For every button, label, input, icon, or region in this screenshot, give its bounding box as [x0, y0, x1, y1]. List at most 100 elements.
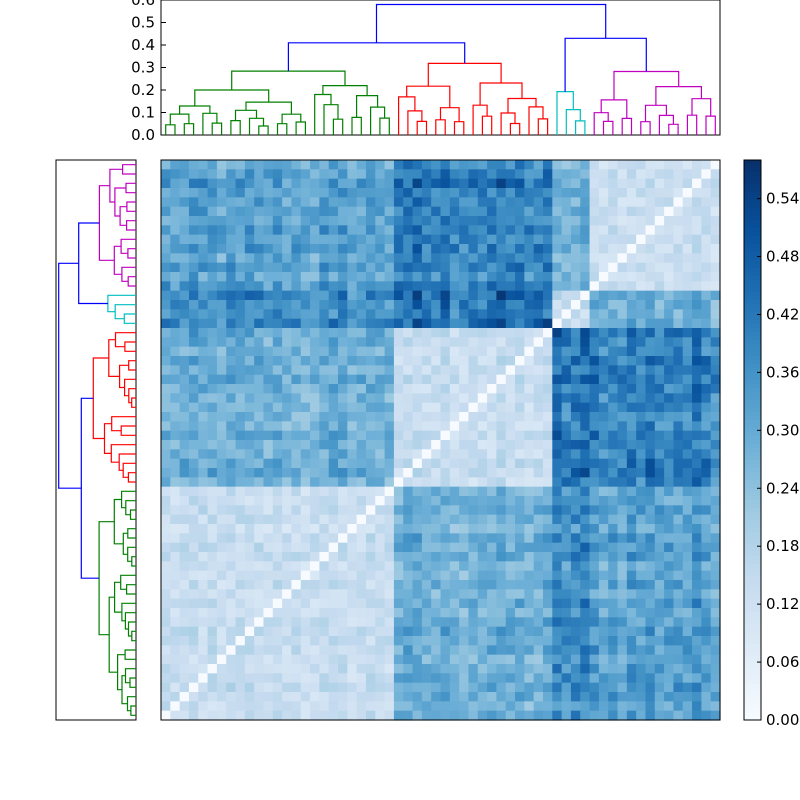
heatmap-cell [673, 645, 684, 656]
heatmap-cell [310, 701, 320, 712]
heatmap-cell [431, 514, 442, 525]
heatmap-cell [570, 664, 581, 674]
heatmap-cell [421, 710, 432, 721]
heatmap-cell [459, 524, 470, 534]
heatmap-cell [692, 253, 702, 264]
heatmap-cell [263, 393, 274, 404]
heatmap-cell [654, 477, 665, 488]
heatmap-cell [608, 346, 619, 357]
heatmap-cell [235, 262, 246, 273]
heatmap-cell [188, 253, 199, 264]
colorbar-segment [744, 472, 761, 477]
heatmap-cell [505, 337, 516, 348]
heatmap-cell [338, 253, 348, 264]
heatmap-cell [244, 682, 255, 693]
heatmap-cell [170, 234, 181, 245]
heatmap-cell [207, 580, 218, 590]
heatmap-cell [468, 384, 479, 394]
heatmap-cell [384, 542, 395, 553]
heatmap-cell [235, 449, 246, 460]
heatmap-cell [487, 346, 497, 357]
heatmap-cell [552, 636, 563, 646]
heatmap-cell [645, 682, 656, 693]
heatmap-cell [468, 290, 479, 301]
heatmap-cell [179, 197, 190, 208]
heatmap-cell [282, 710, 293, 721]
heatmap-cell [682, 682, 693, 693]
heatmap-cell [328, 197, 339, 208]
heatmap-cell [682, 598, 693, 609]
heatmap-cell [272, 216, 283, 226]
heatmap-cell [365, 281, 376, 292]
heatmap-cell [701, 710, 712, 721]
heatmap-cell [440, 384, 451, 394]
heatmap-cell [589, 300, 600, 310]
heatmap-cell [487, 626, 497, 637]
heatmap-cell [356, 561, 367, 572]
heatmap-cell [244, 206, 255, 217]
heatmap-cell [617, 337, 628, 348]
heatmap-cell [692, 458, 702, 469]
heatmap-cell [226, 290, 237, 301]
heatmap-cell [682, 589, 693, 600]
heatmap-cell [421, 664, 432, 674]
heatmap-cell [235, 337, 246, 348]
heatmap-cell [198, 412, 209, 422]
heatmap-cell [487, 552, 497, 562]
heatmap-cell [533, 384, 544, 394]
heatmap-cell [477, 337, 488, 348]
colorbar-segment [744, 416, 761, 421]
heatmap-cell [710, 468, 721, 478]
left-dendrogram [55, 159, 137, 721]
heatmap-cell [477, 216, 488, 226]
heatmap-cell [440, 486, 451, 497]
heatmap-cell [542, 365, 553, 376]
heatmap-cell [403, 682, 414, 693]
heatmap-cell [552, 561, 563, 572]
colorbar-tick-label: 0.00 [766, 711, 799, 729]
colorbar-segment [744, 184, 761, 189]
heatmap-cell [282, 598, 293, 609]
heatmap-cell [272, 468, 283, 478]
heatmap-cell [626, 402, 637, 413]
heatmap-cell [272, 188, 283, 198]
heatmap-cell [496, 561, 507, 572]
heatmap-cell [216, 206, 227, 217]
heatmap-cell [431, 318, 442, 329]
heatmap-cell [198, 346, 209, 357]
heatmap-cell [505, 468, 516, 478]
heatmap-cell [487, 570, 497, 581]
heatmap-cell [272, 673, 283, 684]
heatmap-cell [598, 234, 609, 245]
heatmap-cell [319, 328, 330, 338]
heatmap-cell [384, 468, 395, 478]
heatmap-cell [580, 552, 591, 562]
heatmap-cell [682, 216, 693, 226]
heatmap-cell [608, 393, 619, 404]
heatmap-cell [487, 645, 497, 656]
heatmap-cell [310, 402, 320, 413]
heatmap-cell [161, 458, 171, 469]
heatmap-cell [692, 468, 702, 478]
heatmap-cell [375, 458, 386, 469]
heatmap-cell [589, 197, 600, 208]
heatmap-cell [188, 636, 199, 646]
heatmap-cell [673, 477, 684, 488]
heatmap-cell [496, 365, 507, 376]
heatmap-cell [198, 598, 209, 609]
heatmap-cell [272, 496, 283, 506]
heatmap-cell [710, 225, 721, 236]
heatmap-cell [365, 533, 376, 544]
heatmap-cell [701, 225, 712, 236]
heatmap-cell [710, 430, 721, 441]
heatmap-cell [347, 365, 358, 376]
heatmap-cell [310, 589, 320, 600]
heatmap-cell [282, 589, 293, 600]
heatmap-cell [375, 430, 386, 441]
colorbar-segment [744, 632, 761, 637]
heatmap-cell [365, 328, 376, 338]
heatmap-cell [431, 542, 442, 553]
heatmap-cell [384, 598, 395, 609]
heatmap-cell [626, 580, 637, 590]
heatmap-cell [645, 654, 656, 665]
